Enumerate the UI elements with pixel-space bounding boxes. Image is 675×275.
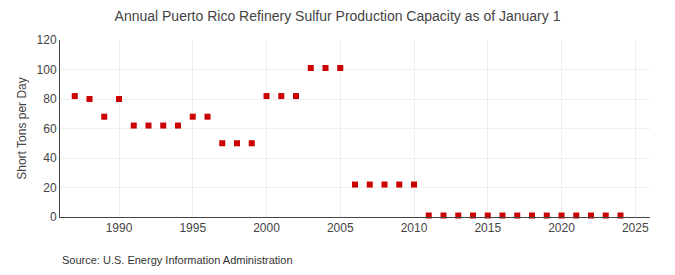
svg-text:80: 80 — [43, 92, 57, 106]
svg-text:2015: 2015 — [474, 221, 501, 235]
svg-text:2025: 2025 — [622, 221, 649, 235]
svg-text:0: 0 — [50, 210, 57, 224]
svg-text:120: 120 — [37, 33, 57, 47]
svg-text:2005: 2005 — [327, 221, 354, 235]
svg-text:Annual Puerto Rico Refinery Su: Annual Puerto Rico Refinery Sulfur Produ… — [115, 8, 561, 24]
svg-text:2010: 2010 — [401, 221, 428, 235]
svg-text:Source: U.S. Energy Informatio: Source: U.S. Energy Information Administ… — [62, 254, 293, 266]
svg-text:20: 20 — [43, 181, 57, 195]
svg-text:60: 60 — [43, 122, 57, 136]
svg-text:100: 100 — [37, 63, 57, 77]
svg-text:40: 40 — [43, 151, 57, 165]
svg-text:Short Tons per Day: Short Tons per Day — [15, 77, 29, 180]
svg-text:2020: 2020 — [548, 221, 575, 235]
svg-text:2000: 2000 — [253, 221, 280, 235]
svg-text:1990: 1990 — [106, 221, 133, 235]
svg-text:1995: 1995 — [179, 221, 206, 235]
